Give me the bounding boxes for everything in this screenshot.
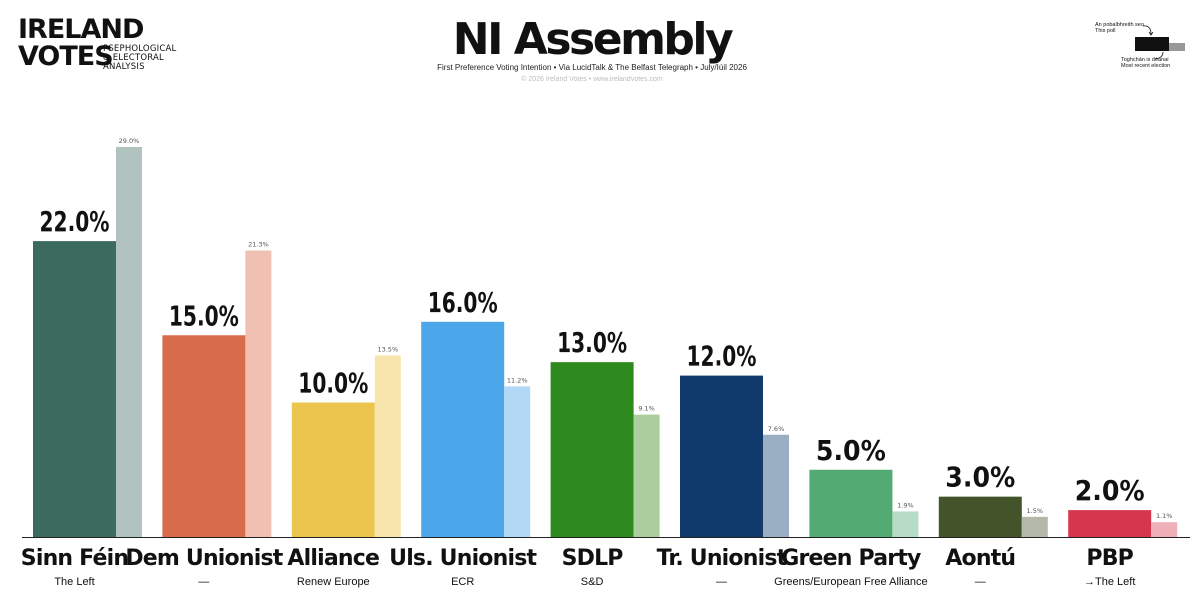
- bar-previous-election: [504, 386, 531, 537]
- eu-group-label: —: [716, 576, 727, 588]
- previous-value-label: 7.6%: [768, 425, 785, 433]
- bar-current-poll: [938, 496, 1022, 537]
- previous-value-label: 1.1%: [1156, 512, 1173, 520]
- bar-current-poll: [550, 362, 634, 537]
- party-name-label: Tr. Unionist: [657, 546, 788, 571]
- previous-value-label: 1.9%: [897, 501, 914, 509]
- eu-group-label: Greens/European Free Alliance: [774, 576, 927, 588]
- bar-current-poll: [680, 375, 763, 537]
- bar-current-poll: [421, 321, 505, 537]
- bar-previous-election: [374, 355, 401, 537]
- legend-arrowhead-this-poll: [1148, 31, 1154, 36]
- party-name-label: Uls. Unionist: [389, 546, 537, 571]
- value-label: 16.0%: [428, 286, 498, 319]
- value-label: 10.0%: [298, 367, 368, 400]
- eu-group-label: S&D: [581, 576, 604, 588]
- legend-this-poll-label: An pobalbhreith seo This poll: [1095, 22, 1144, 34]
- bar-previous-election: [116, 146, 142, 537]
- bar-previous-election: [1021, 516, 1048, 537]
- party-name-label: SDLP: [562, 546, 624, 571]
- value-label: 15.0%: [169, 299, 239, 332]
- value-label: 13.0%: [557, 326, 627, 359]
- ireland-votes-logo: IRELAND VOTES PSEPHOLOGICAL & ELECTORAL …: [18, 16, 208, 72]
- previous-value-label: 11.2%: [507, 376, 528, 384]
- bar-current-poll: [291, 402, 375, 537]
- logo-tagline-1: PSEPHOLOGICAL: [103, 44, 177, 54]
- legend-swatch-recent-election: [1169, 43, 1185, 51]
- bar-current-poll: [1068, 510, 1152, 537]
- legend-arrow-this-poll: [1142, 25, 1152, 35]
- value-label: 2.0%: [1075, 474, 1145, 507]
- value-label: 5.0%: [816, 434, 886, 467]
- bar-current-poll: [809, 469, 893, 537]
- value-label: 12.0%: [687, 340, 757, 373]
- previous-value-label: 29.0%: [119, 137, 140, 145]
- logo-word-ireland: IRELAND: [18, 14, 144, 45]
- logo-word-votes: VOTES: [18, 41, 114, 72]
- previous-value-label: 13.5%: [377, 345, 398, 353]
- value-label: 3.0%: [945, 461, 1015, 494]
- legend-swatch-this-poll: [1135, 37, 1169, 51]
- eu-group-label: The Left: [54, 576, 94, 588]
- eu-group-label: —: [975, 576, 986, 588]
- logo-tagline-3: ANALYSIS: [103, 62, 145, 72]
- legend-swatches: [1135, 25, 1185, 60]
- chart-legend: An pobalbhreith seo This poll Toghchán i…: [1095, 22, 1195, 82]
- bar-previous-election: [763, 434, 789, 537]
- bar-previous-election: [892, 511, 919, 537]
- previous-value-label: 1.5%: [1027, 507, 1044, 515]
- eu-group-label: ECR: [451, 576, 474, 588]
- legend-recent-election-label: Toghchán is déanaí Most recent election: [1121, 57, 1171, 69]
- bar-previous-election: [633, 414, 660, 537]
- chart-subtitle: First Preference Voting Intention • Via …: [437, 63, 747, 72]
- copyright-line: © 2026 Ireland Votes • www.irelandvotes.…: [521, 76, 663, 83]
- bar-current-poll: [162, 335, 246, 537]
- previous-value-label: 21.3%: [248, 241, 269, 249]
- party-name-label: PBP: [1086, 546, 1133, 571]
- logo-tagline-2: & ELECTORAL: [103, 53, 164, 63]
- party-name-label: Dem Unionist: [125, 546, 283, 571]
- bar-current-poll: [33, 241, 116, 537]
- party-name-label: Sinn Féin: [21, 546, 128, 571]
- party-name-label: Aontú: [945, 546, 1015, 571]
- previous-value-label: 9.1%: [638, 405, 655, 413]
- eu-group-label: →The Left: [1084, 576, 1135, 588]
- party-name-label: Alliance: [287, 546, 379, 571]
- eu-group-label: Renew Europe: [297, 576, 370, 588]
- party-name-label: Green Party: [781, 546, 921, 571]
- eu-group-label: —: [198, 576, 209, 588]
- bar-previous-election: [245, 250, 272, 537]
- legend-arrow-recent-election: [1154, 51, 1164, 60]
- chart-title: NI Assembly: [452, 14, 734, 65]
- bar-previous-election: [1151, 522, 1178, 537]
- value-label: 22.0%: [40, 205, 110, 238]
